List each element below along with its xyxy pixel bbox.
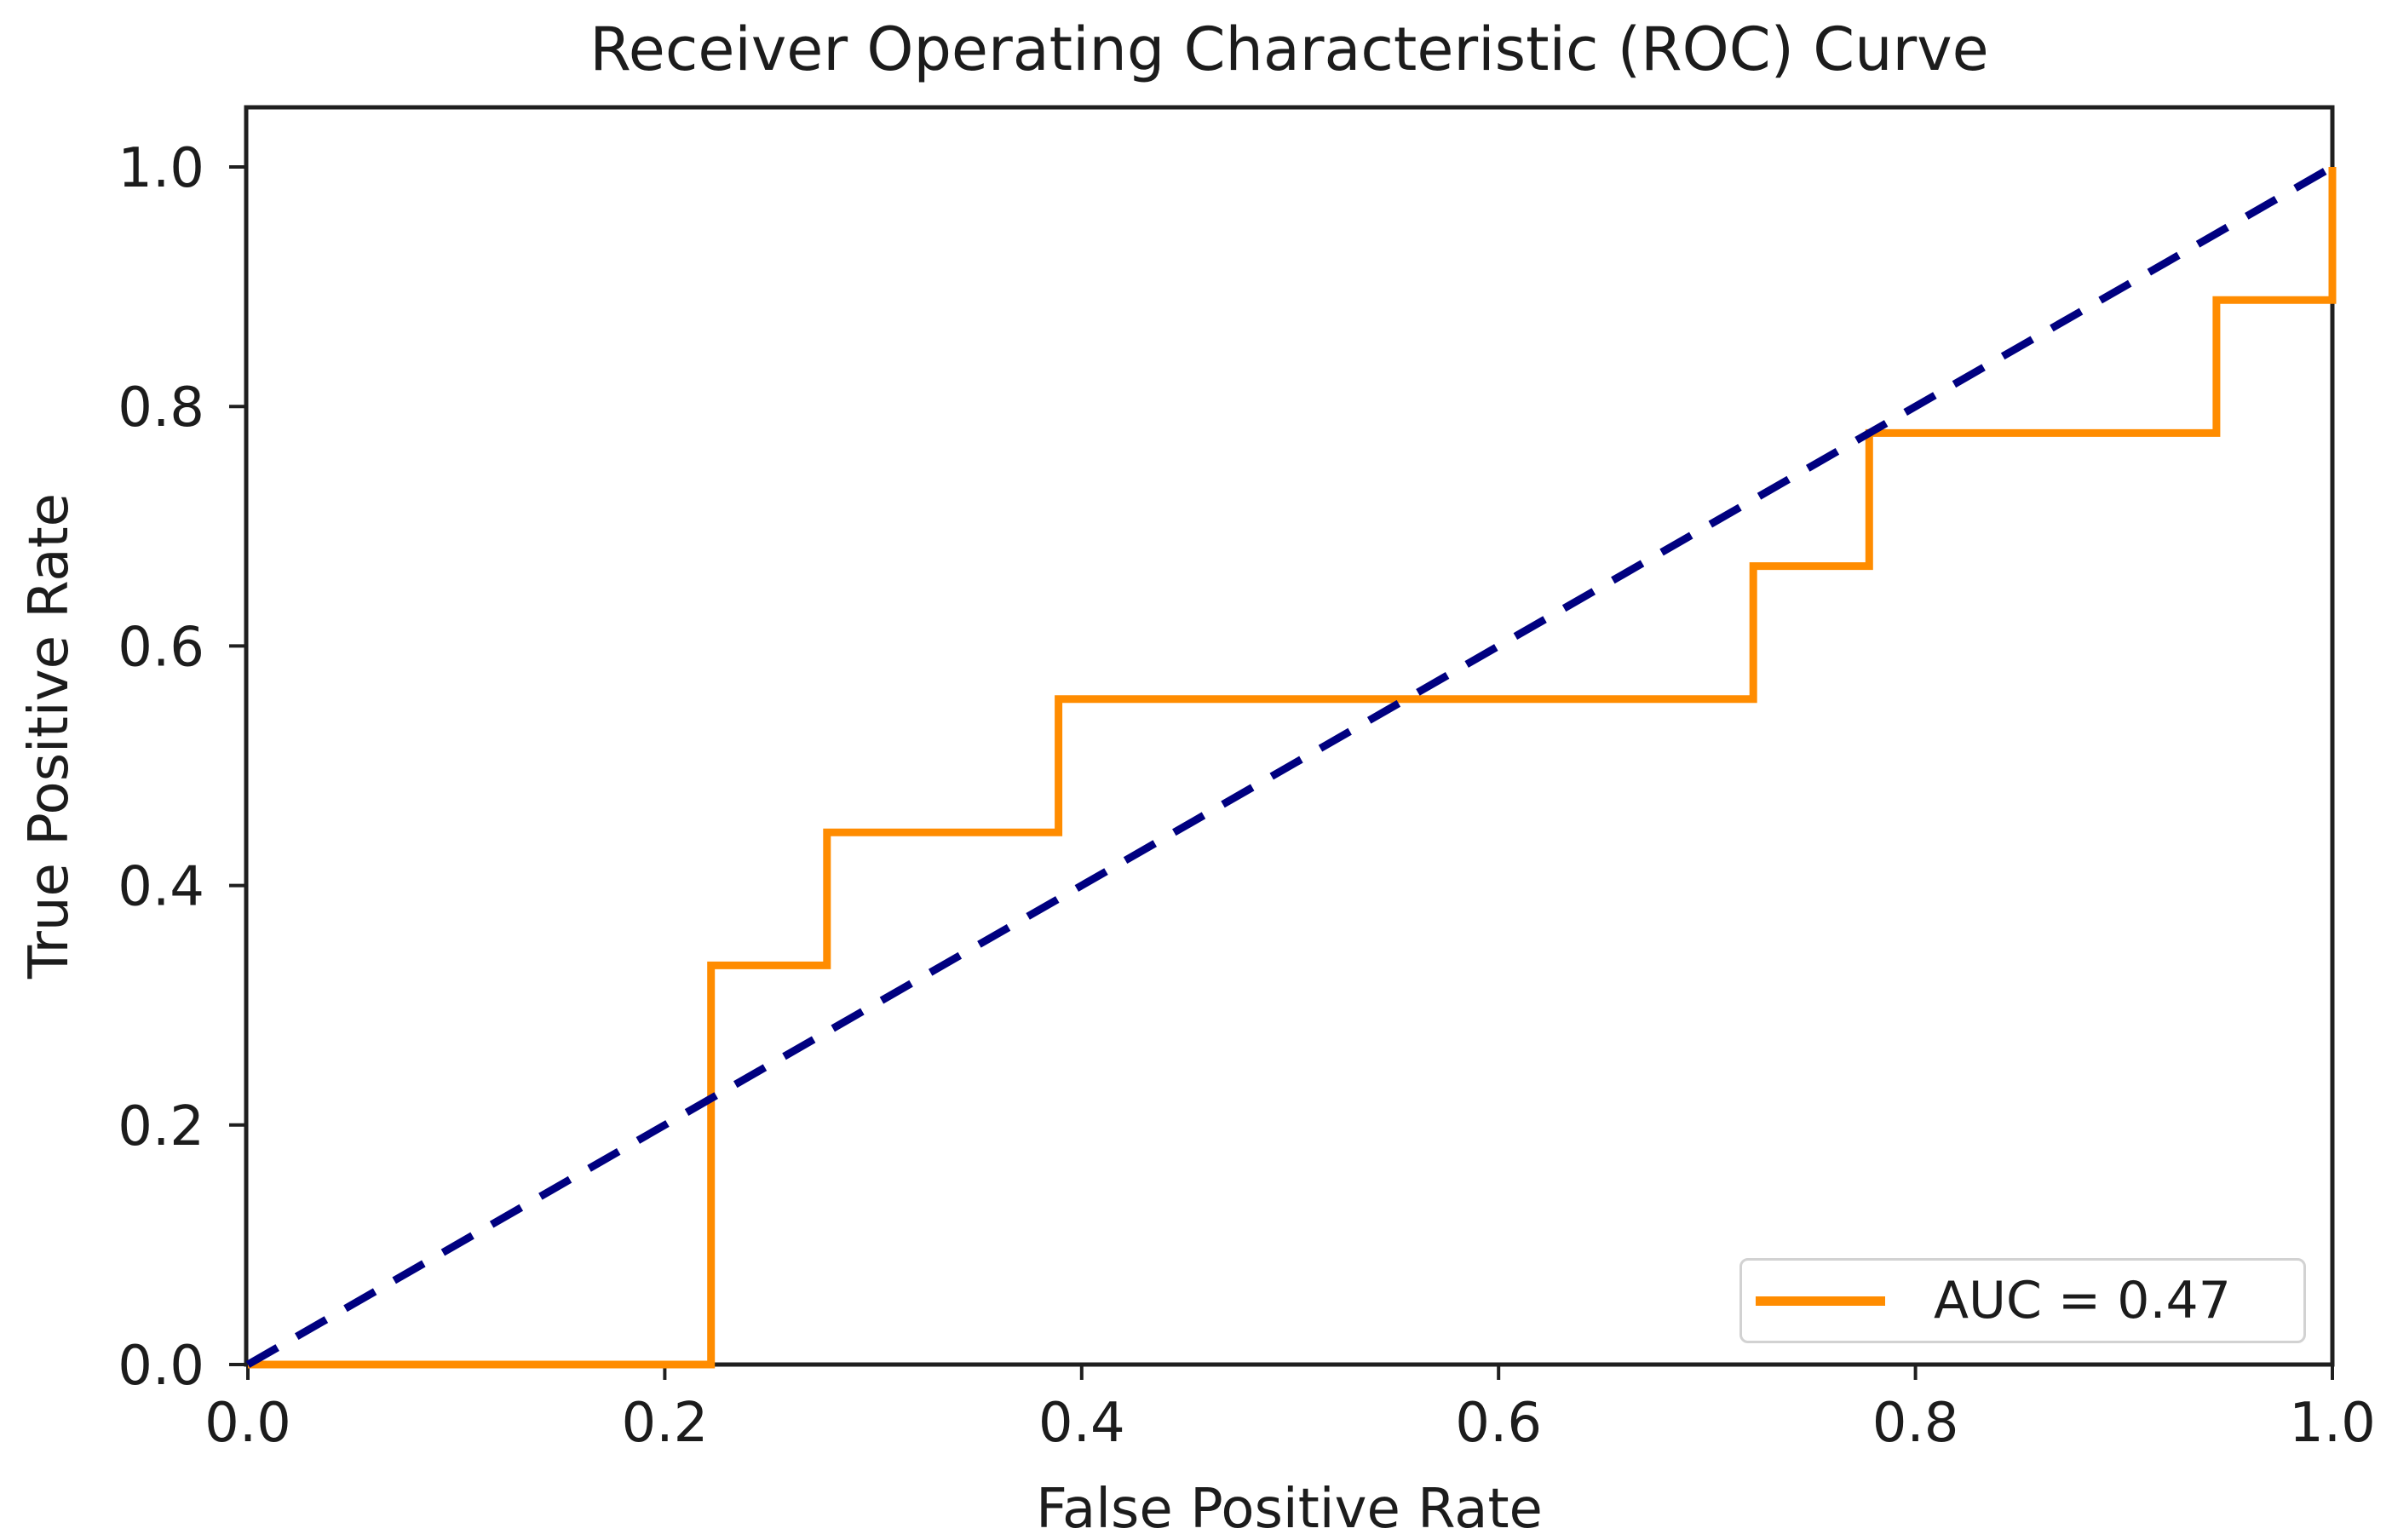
y-tick-label: 0.2 [118, 1095, 204, 1158]
x-tick-label: 0.0 [204, 1392, 291, 1455]
x-tick-label: 0.8 [1872, 1392, 1959, 1455]
y-tick-label: 0.6 [118, 616, 204, 679]
legend-label: AUC = 0.47 [1934, 1271, 2231, 1330]
chart-title: Receiver Operating Characteristic (ROC) … [589, 14, 1989, 84]
y-tick-label: 0.4 [118, 856, 204, 919]
y-axis-label: True Positive Rate [18, 492, 81, 980]
chance-diagonal-line [245, 164, 2335, 1368]
y-tick-label: 0.8 [118, 376, 204, 440]
plot-frame [244, 105, 2335, 1367]
x-tick-label: 0.4 [1038, 1392, 1125, 1455]
x-axis-label: False Positive Rate [1036, 1478, 1543, 1540]
legend-roc-line-sample [1756, 1296, 1885, 1306]
x-tick-label: 0.2 [622, 1392, 709, 1455]
legend: AUC = 0.47 [1739, 1258, 2306, 1343]
y-tick-label: 1.0 [118, 137, 204, 200]
x-tick-label: 1.0 [2289, 1392, 2376, 1455]
roc-curve-line [248, 167, 2337, 1369]
x-tick-label: 0.6 [1455, 1392, 1542, 1455]
y-tick-label: 0.0 [118, 1335, 204, 1398]
